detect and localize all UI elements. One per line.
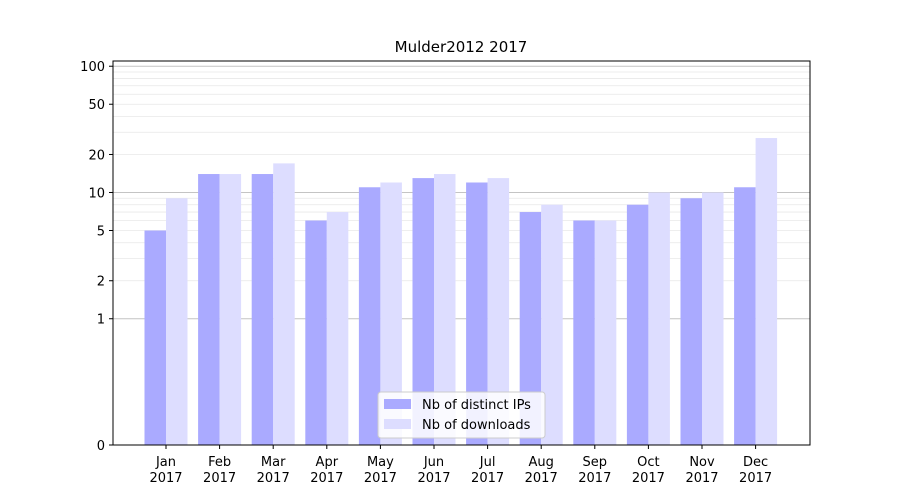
legend-box: [377, 391, 546, 439]
bar-distinct-ips: [198, 174, 220, 445]
y-tick-label: 0: [97, 439, 105, 454]
bar-downloads: [702, 192, 724, 445]
x-tick-label-year: 2017: [257, 471, 290, 486]
x-axis: Jan2017Feb2017Mar2017Apr2017May2017Jun20…: [149, 445, 772, 486]
x-tick-label-month: Mar: [261, 455, 286, 470]
x-tick-label-year: 2017: [632, 471, 665, 486]
bar-downloads: [487, 178, 510, 446]
bar-distinct-ips: [358, 187, 381, 446]
bar-downloads: [434, 174, 456, 445]
y-tick-label: 50: [88, 98, 105, 113]
legend-label: Nb of distinct IPs: [422, 398, 531, 413]
bars: [144, 138, 778, 446]
x-tick-label-month: Sep: [583, 455, 608, 470]
x-tick-label-month: Feb: [208, 455, 231, 470]
bar-distinct-ips: [466, 182, 488, 445]
y-axis: 0 1 2 5 10 20 50 100: [80, 60, 113, 454]
plot-frame: [112, 60, 811, 446]
bar-distinct-ips: [412, 178, 434, 446]
bar-downloads: [648, 192, 670, 445]
x-tick-label-year: 2017: [364, 471, 397, 486]
y-tick-label: 100: [80, 60, 105, 75]
bar-distinct-ips: [680, 198, 702, 445]
bar-distinct-ips: [626, 204, 649, 445]
chart-title: Mulder2012 2017: [395, 38, 528, 56]
x-tick-label-month: Aug: [529, 455, 554, 470]
legend-swatch: [384, 399, 411, 409]
bar-downloads: [273, 163, 295, 445]
bar-distinct-ips: [519, 212, 542, 445]
y-tick-label: 10: [88, 186, 105, 201]
y-tick-label: 20: [88, 148, 105, 163]
x-tick-label-month: Apr: [316, 455, 339, 470]
x-tick-label-year: 2017: [685, 471, 718, 486]
bar-distinct-ips: [573, 220, 595, 445]
x-tick-label-year: 2017: [525, 471, 558, 486]
bar-downloads: [219, 174, 242, 445]
bar-downloads: [541, 204, 563, 445]
bar-distinct-ips: [734, 187, 756, 446]
legend: Nb of distinct IPs Nb of downloads: [377, 391, 546, 439]
x-tick-label-year: 2017: [417, 471, 450, 486]
x-tick-label-month: Jul: [479, 455, 496, 470]
bar-distinct-ips: [144, 230, 166, 445]
x-tick-label-year: 2017: [578, 471, 611, 486]
x-tick-label-year: 2017: [149, 471, 182, 486]
x-tick-label-year: 2017: [471, 471, 504, 486]
bar-downloads: [755, 138, 778, 445]
bar-downloads: [594, 220, 617, 445]
legend-swatch: [384, 419, 411, 429]
x-tick-label-month: Dec: [743, 455, 768, 470]
x-tick-label-month: Jan: [155, 455, 176, 470]
bar-downloads: [166, 198, 188, 445]
y-tick-label: 5: [97, 224, 105, 239]
x-tick-label-month: Oct: [637, 455, 659, 470]
bar-downloads: [380, 182, 402, 445]
x-tick-label-month: May: [367, 455, 394, 470]
x-tick-label-year: 2017: [310, 471, 343, 486]
bar-downloads: [326, 212, 349, 445]
bar-distinct-ips: [305, 220, 327, 445]
x-tick-label-year: 2017: [739, 471, 772, 486]
x-tick-label-month: Nov: [689, 455, 715, 470]
x-tick-label-year: 2017: [203, 471, 236, 486]
y-tick-label: 1: [97, 313, 105, 328]
x-tick-label-month: Jun: [423, 455, 444, 470]
legend-label: Nb of downloads: [422, 418, 531, 433]
y-tick-label: 2: [97, 275, 105, 290]
bar-distinct-ips: [251, 174, 274, 445]
